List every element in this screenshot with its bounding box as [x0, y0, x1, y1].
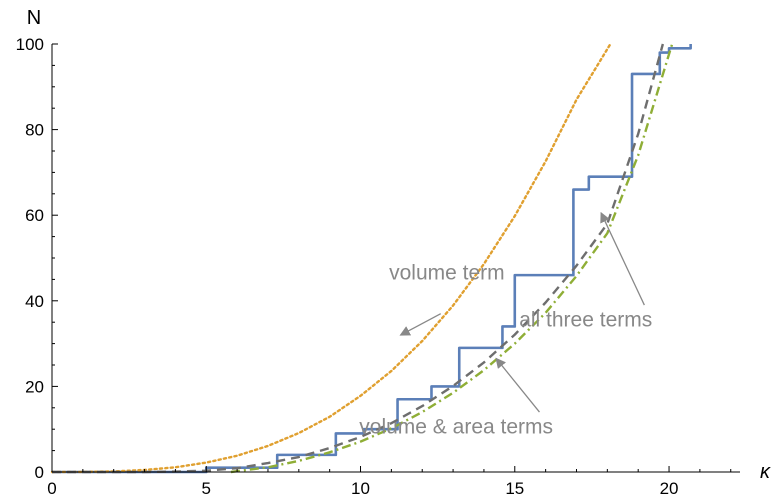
annotation-arrow-all-three-terms — [600, 211, 645, 306]
annotation-volume-term: volume term — [389, 261, 505, 284]
y-axis-label: N — [27, 7, 41, 29]
series-layer — [50, 42, 692, 474]
series-line-step — [52, 44, 692, 474]
x-tick-label: 10 — [351, 479, 370, 498]
x-tick-label: 15 — [505, 479, 524, 498]
annotation-arrow-volume-term — [399, 313, 442, 336]
annotation-volume-area-terms: volume & area terms — [359, 415, 553, 438]
annotation-all-three-terms: all three terms — [519, 308, 652, 331]
x-tick-label: 5 — [202, 479, 211, 498]
y-tick-label: 40 — [25, 292, 44, 311]
y-tick-label: 20 — [25, 377, 44, 396]
x-tick-label: 20 — [660, 479, 679, 498]
series-line-dotted — [50, 42, 612, 474]
annotation-arrow-volume-area-terms — [495, 357, 540, 413]
y-tick-label: 100 — [16, 35, 44, 54]
series-line-dashdot — [230, 43, 674, 474]
y-tick-label: 80 — [25, 121, 44, 140]
series-line-dashed — [52, 43, 665, 474]
y-tick-label: 60 — [25, 206, 44, 225]
x-axis-label: κ — [760, 461, 771, 483]
axes-layer: 0 5 10 15 20 0 20 40 60 80 100 — [16, 35, 740, 498]
x-tick-label: 0 — [47, 479, 56, 498]
annotation-layer: volume term all three terms volume & area … — [359, 211, 652, 438]
y-tick-label: 0 — [35, 463, 44, 482]
